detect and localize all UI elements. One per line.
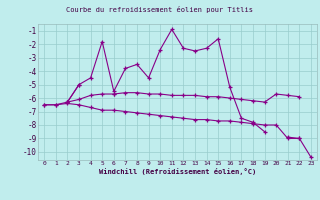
X-axis label: Windchill (Refroidissement éolien,°C): Windchill (Refroidissement éolien,°C) [99,168,256,175]
Text: Courbe du refroidissement éolien pour Titlis: Courbe du refroidissement éolien pour Ti… [67,6,253,13]
